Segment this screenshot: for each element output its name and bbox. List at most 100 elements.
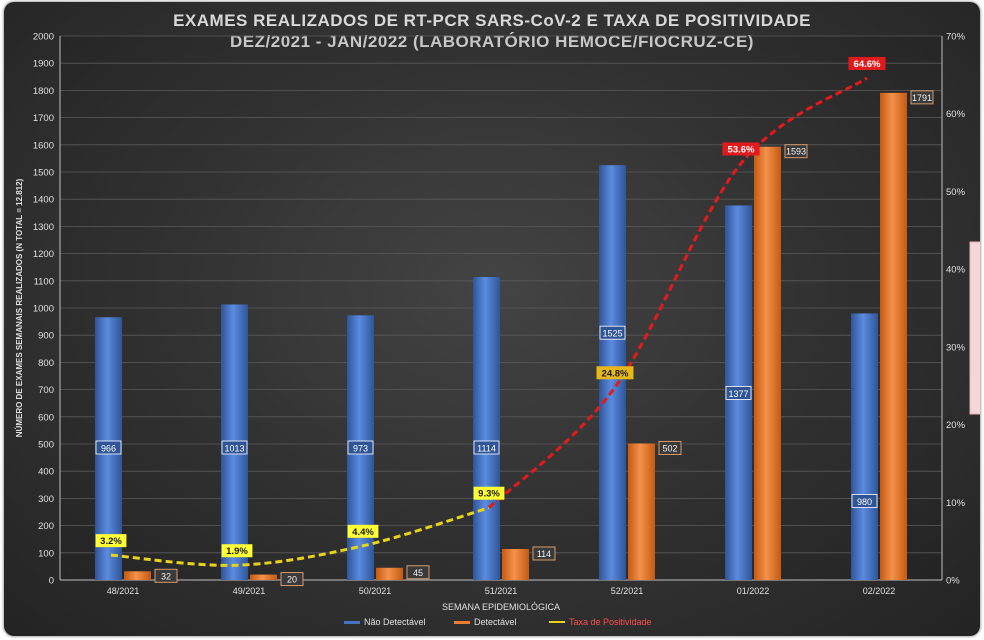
- bar-value-label: 1013: [224, 444, 244, 454]
- y-tick-label: 2000: [33, 32, 54, 43]
- positivity-label-box: [848, 56, 886, 70]
- chart-frame: EXAMES REALIZADOS DE RT-PCR SARS-CoV-2 E…: [4, 2, 980, 636]
- y2-tick-label: 10%: [946, 498, 966, 509]
- bar-value-box: [280, 572, 304, 587]
- y-tick-label: 500: [38, 440, 54, 451]
- y-tick-label: 1200: [33, 249, 54, 260]
- y2-tick-label: 0%: [946, 576, 960, 587]
- y-tick-label: 900: [38, 331, 54, 342]
- y-tick-label: 1900: [33, 59, 54, 70]
- bar-detectavel: [376, 567, 403, 580]
- y-tick-label: 100: [38, 548, 54, 559]
- legend-swatch: [344, 621, 360, 624]
- bar-value-box: [784, 144, 808, 159]
- y-tick-label: 200: [38, 521, 54, 532]
- bar-value-label: 20: [287, 575, 297, 585]
- positivity-line-red: [487, 76, 868, 509]
- bar-value-label: 114: [537, 549, 551, 559]
- bar-value-box: [851, 494, 878, 508]
- positivity-line-yellow: [110, 506, 490, 567]
- y-tick-label: 1000: [33, 304, 54, 315]
- bar-detectavel: [628, 443, 655, 580]
- legend-swatch: [454, 621, 470, 624]
- bar-value-box: [95, 440, 122, 455]
- bar-detectavel: [250, 574, 277, 580]
- positivity-label-box: [722, 142, 760, 156]
- bar-value-label: 1525: [602, 329, 622, 339]
- positivity-label-box: [473, 486, 505, 500]
- bar-value-box: [221, 440, 248, 455]
- y-tick-label: 1300: [33, 222, 54, 233]
- y-tick-label: 1700: [33, 113, 54, 124]
- bar-value-box: [473, 440, 500, 455]
- legend-label: Taxa de Positividade: [569, 617, 652, 627]
- y2-axis-title: TAXA DE POSITIVIDADE: [978, 282, 980, 376]
- positivity-label: 3.2%: [100, 536, 122, 547]
- bar-nao-detectavel: [851, 313, 878, 580]
- y-tick-label: 1800: [33, 86, 54, 97]
- bar-value-label: 1791: [912, 93, 932, 103]
- y-tick-label: 1100: [34, 276, 54, 287]
- positivity-label-box: [596, 366, 634, 380]
- bar-value-box: [910, 90, 934, 105]
- x-tick-label: 52/2021: [611, 586, 644, 596]
- y2-tick-label: 30%: [946, 342, 966, 353]
- positivity-label: 1.9%: [226, 546, 248, 557]
- bar-value-label: 966: [101, 444, 116, 454]
- bar-nao-detectavel: [473, 276, 500, 580]
- x-tick-label: 51/2021: [485, 586, 518, 596]
- chart-title: EXAMES REALIZADOS DE RT-PCR SARS-CoV-2 E…: [4, 10, 980, 52]
- bar-value-label: 973: [353, 444, 368, 454]
- y-axis-title: NÚMERO DE EXAMES SEMANAIS REALIZADOS (N …: [15, 178, 24, 437]
- chart-title-line1: EXAMES REALIZADOS DE RT-PCR SARS-CoV-2 E…: [173, 11, 811, 30]
- x-tick-label: 48/2021: [107, 586, 140, 596]
- x-tick-label: 01/2022: [737, 586, 770, 596]
- x-tick-label: 02/2022: [863, 586, 896, 596]
- bar-detectavel: [880, 92, 907, 581]
- bar-value-label: 1593: [786, 147, 806, 157]
- y-tick-label: 300: [38, 494, 54, 505]
- bar-value-label: 32: [161, 571, 171, 581]
- bar-value-box: [725, 386, 752, 400]
- positivity-label-box: [347, 524, 379, 538]
- bar-value-box: [599, 325, 626, 340]
- y-tick-label: 1400: [33, 195, 54, 206]
- x-axis-title: SEMANA EPIDEMIOLÓGICA: [442, 602, 560, 612]
- bar-value-box: [532, 546, 556, 561]
- y-tick-label: 800: [38, 358, 54, 369]
- y-tick-label: 400: [38, 467, 54, 478]
- x-tick-label: 49/2021: [233, 586, 266, 596]
- bar-value-label: 1114: [477, 444, 496, 454]
- positivity-label: 24.8%: [602, 368, 629, 379]
- positivity-label: 9.3%: [478, 489, 500, 500]
- y-tick-label: 600: [38, 412, 54, 423]
- bar-value-label: 502: [662, 443, 677, 453]
- bar-value-label: 45: [413, 568, 423, 578]
- bar-value-label: 1377: [728, 389, 748, 399]
- positivity-label-box: [95, 534, 127, 548]
- bar-detectavel: [124, 571, 151, 580]
- y2-tick-label: 40%: [946, 265, 966, 276]
- y2-tick-label: 20%: [946, 420, 966, 431]
- y2-tick-label: 70%: [946, 32, 966, 43]
- y-tick-label: 1500: [33, 168, 54, 179]
- bar-value-box: [347, 440, 374, 455]
- bar-value-box: [154, 568, 178, 583]
- y-tick-label: 700: [38, 385, 54, 396]
- y2-axis-title-box: [969, 241, 980, 415]
- bar-detectavel: [754, 146, 781, 581]
- x-tick-label: 50/2021: [359, 586, 392, 596]
- positivity-label: 64.6%: [854, 59, 881, 70]
- y-tick-label: 1600: [33, 140, 54, 151]
- legend-label: Não Detectável: [364, 617, 426, 627]
- y-tick-label: 0: [49, 576, 54, 587]
- bar-value-box: [658, 440, 682, 455]
- legend-swatch: [549, 621, 565, 623]
- y2-tick-label: 50%: [946, 187, 966, 198]
- positivity-label-box: [221, 544, 253, 558]
- legend-label: Detectável: [474, 617, 517, 627]
- positivity-label: 53.6%: [728, 144, 755, 155]
- bar-value-label: 980: [857, 497, 872, 507]
- chart-title-line2: DEZ/2021 - JAN/2022 (LABORATÓRIO HEMOCE/…: [4, 31, 980, 52]
- bar-value-box: [406, 565, 430, 580]
